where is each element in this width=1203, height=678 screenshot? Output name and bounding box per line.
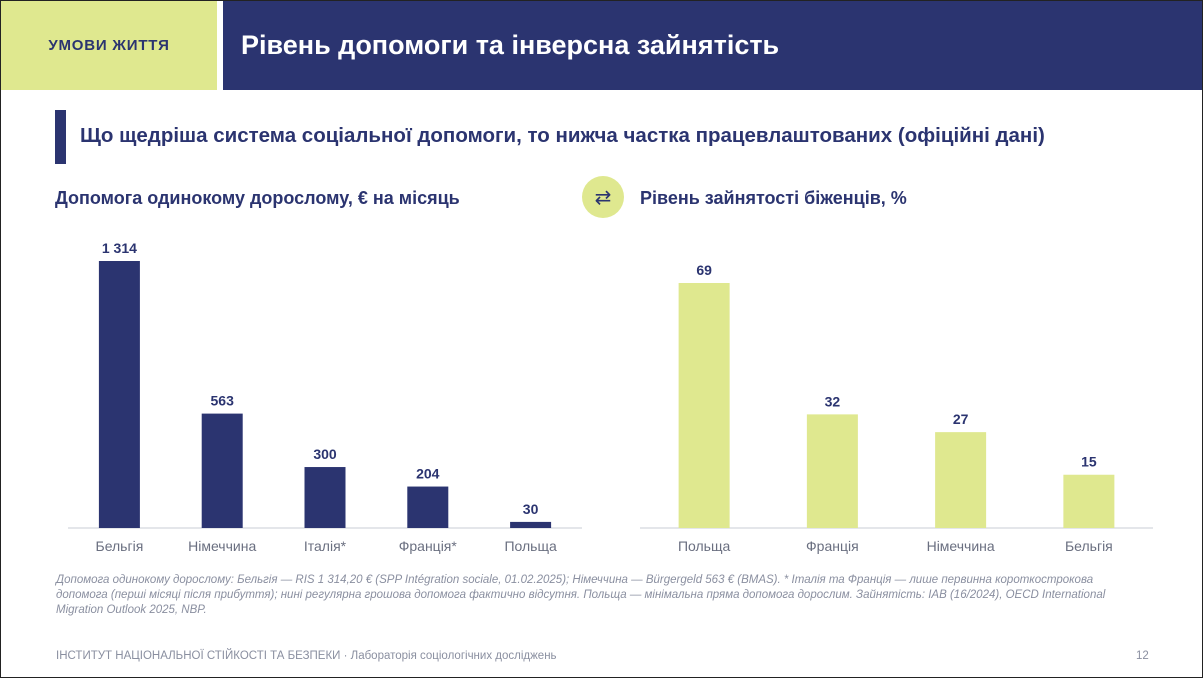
footer-org: ІНСТИТУТ НАЦІОНАЛЬНОЇ СТІЙКОСТІ ТА БЕЗПЕ… xyxy=(56,650,557,662)
value-label-1: 69 xyxy=(696,262,712,278)
subtitle-accent-bar xyxy=(55,110,66,164)
left-chart-title: Допомога одинокому дорослому, € на місяц… xyxy=(55,188,460,208)
source-note: Допомога одинокому дорослому: Бельгія — … xyxy=(56,574,1106,616)
section-tag: УМОВИ ЖИТТЯ xyxy=(1,1,217,90)
left-chart: 1 314 Бельгія 563 Німеччина 300 Італія* 204 Фра… xyxy=(68,240,582,554)
category-label-4: Франція* xyxy=(399,538,458,554)
bar-2 xyxy=(201,413,243,528)
bar-4 xyxy=(407,486,449,528)
value-label-3: 300 xyxy=(313,446,337,462)
category-label-5: Польща xyxy=(504,538,557,554)
right-chart: 69 Польща 32 Франція 27 Німеччина 15 Бельгія xyxy=(640,262,1153,554)
page-title: Рівень допомоги та інверсна зайнятість xyxy=(223,1,1202,90)
category-label-2: Німеччина xyxy=(188,538,256,554)
bar-4 xyxy=(1063,474,1115,528)
category-label-1: Бельгія xyxy=(96,538,144,554)
value-label-4: 204 xyxy=(416,466,440,482)
page-number: 12 xyxy=(1136,650,1149,662)
bar-1 xyxy=(678,283,730,528)
value-label-2: 563 xyxy=(211,393,235,409)
category-label-2: Франція xyxy=(806,538,859,554)
category-label-3: Німеччина xyxy=(927,538,995,554)
bar-5 xyxy=(510,521,552,528)
slide-subtitle: Що щедріша система соціальної допомоги, … xyxy=(80,124,1045,147)
category-label-4: Бельгія xyxy=(1065,538,1113,554)
right-chart-title: Рівень зайнятості біженців, % xyxy=(640,188,907,208)
value-label-4: 15 xyxy=(1081,454,1097,470)
bar-3 xyxy=(935,432,987,528)
value-label-2: 32 xyxy=(825,393,841,409)
bar-3 xyxy=(304,467,346,528)
value-label-5: 30 xyxy=(523,501,539,517)
swap-arrows-icon: ⇄ xyxy=(582,176,624,218)
category-label-3: Італія* xyxy=(304,538,347,554)
category-label-1: Польща xyxy=(678,538,731,554)
bar-2 xyxy=(806,414,858,528)
value-label-3: 27 xyxy=(953,411,969,427)
bar-1 xyxy=(98,261,140,528)
value-label-1: 1 314 xyxy=(102,240,137,256)
